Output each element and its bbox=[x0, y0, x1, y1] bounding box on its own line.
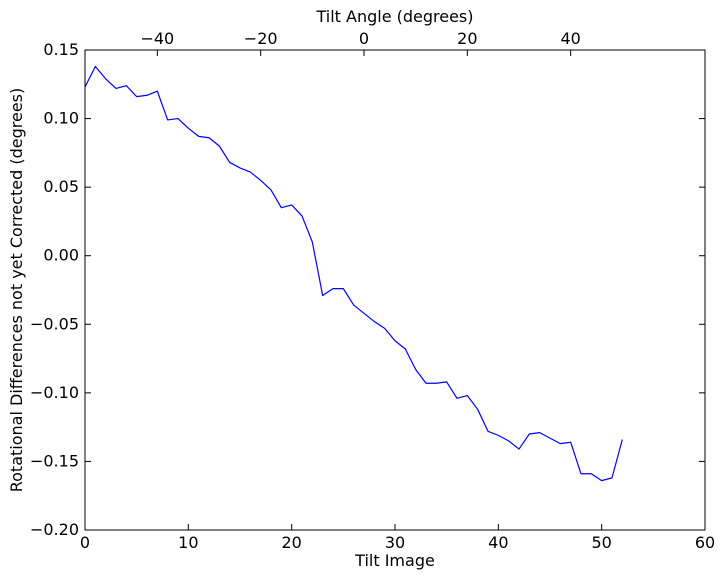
top-tick-label: −40 bbox=[140, 29, 174, 48]
y-tick-label: 0.10 bbox=[43, 109, 79, 128]
x-tick-label: 50 bbox=[591, 533, 611, 552]
x-tick-label: 60 bbox=[695, 533, 715, 552]
y-tick-label: −0.05 bbox=[30, 314, 79, 333]
top-tick-label: 0 bbox=[359, 29, 369, 48]
y-tick-label: 0.15 bbox=[43, 40, 79, 59]
y-tick-label: −0.15 bbox=[30, 451, 79, 470]
x-tick-label: 40 bbox=[488, 533, 508, 552]
x-tick-label: 0 bbox=[80, 533, 90, 552]
y-tick-label: −0.10 bbox=[30, 383, 79, 402]
top-tick-label: −20 bbox=[244, 29, 278, 48]
series-line-0 bbox=[84, 65, 623, 482]
axis-ticks: 0 10 20 30 40 50 60 0.15 0.10 0.05 0.00 −0.05 −0.10 −… bbox=[30, 29, 715, 552]
top-axis-label: Tilt Angle (degrees) bbox=[315, 7, 473, 26]
y-axis-label: Rotational Differences not yet Corrected… bbox=[7, 88, 26, 493]
plot-area bbox=[84, 65, 623, 482]
top-tick-label: 20 bbox=[457, 29, 477, 48]
y-tick-label: 0.05 bbox=[43, 177, 79, 196]
x-tick-label: 10 bbox=[178, 533, 198, 552]
y-tick-label: −0.20 bbox=[30, 520, 79, 539]
x-tick-label: 20 bbox=[281, 533, 301, 552]
y-tick-label: 0.00 bbox=[43, 246, 79, 265]
x-axis-label: Tilt Image bbox=[354, 551, 435, 570]
x-tick-label: 30 bbox=[385, 533, 405, 552]
top-tick-label: 40 bbox=[560, 29, 580, 48]
